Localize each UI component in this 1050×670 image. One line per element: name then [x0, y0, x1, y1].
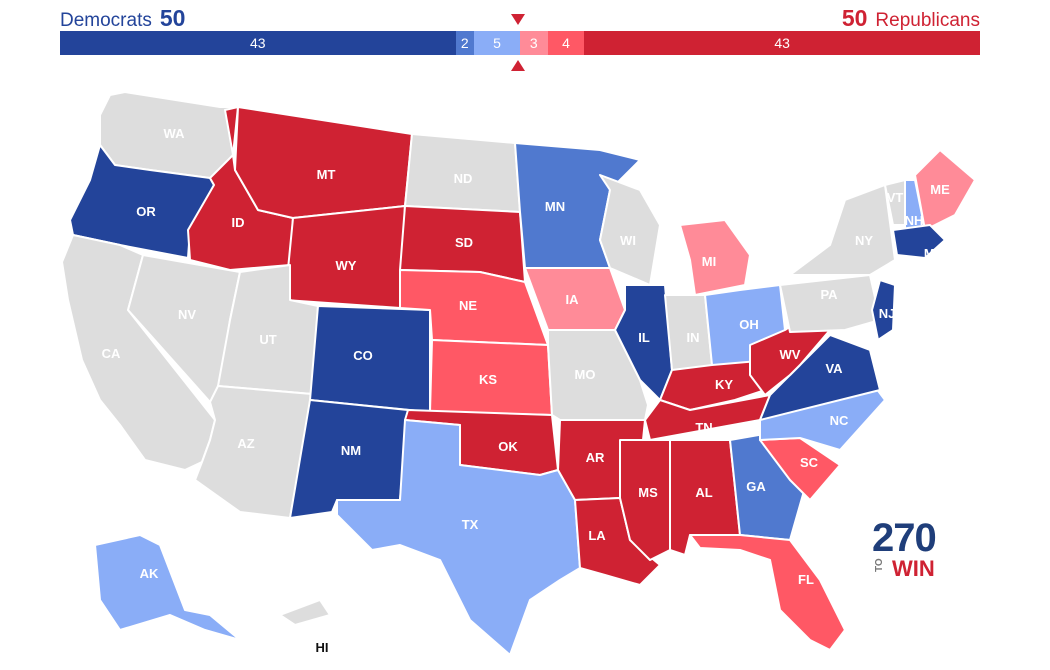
- state-label-nv: NV: [178, 307, 196, 322]
- state-label-id: ID: [232, 215, 245, 230]
- state-label-mi: MI: [702, 254, 716, 269]
- state-hi[interactable]: [279, 599, 331, 626]
- state-label-ny: NY: [855, 233, 873, 248]
- democrats-header: Democrats 50: [60, 5, 185, 32]
- majority-marker-bottom-icon: [511, 60, 525, 71]
- state-label-ia: IA: [566, 292, 580, 307]
- senate-balance-bar: 43 2 5 3 4 43: [60, 31, 980, 55]
- state-label-or: OR: [136, 204, 156, 219]
- state-ak[interactable]: [94, 534, 241, 641]
- state-label-hi: HI: [316, 640, 329, 655]
- state-label-nh: NH: [905, 213, 924, 228]
- state-ma[interactable]: [892, 224, 946, 259]
- state-pa[interactable]: [779, 274, 881, 333]
- state-label-il: IL: [638, 330, 650, 345]
- state-wi[interactable]: [599, 174, 661, 286]
- state-label-ne: NE: [459, 298, 477, 313]
- state-label-ut: UT: [259, 332, 276, 347]
- balance-segment-likely-r: 4: [547, 31, 585, 55]
- state-label-ok: OK: [498, 439, 518, 454]
- state-label-mt: MT: [317, 167, 336, 182]
- logo-number: 270: [872, 516, 937, 560]
- balance-segment-lean-d: 5: [473, 31, 520, 55]
- state-mt[interactable]: [234, 106, 413, 219]
- state-label-ky: KY: [715, 377, 733, 392]
- state-label-wa: WA: [164, 126, 186, 141]
- state-label-nm: NM: [341, 443, 361, 458]
- state-me[interactable]: [914, 149, 976, 231]
- majority-marker-top-icon: [511, 14, 525, 25]
- 270towin-logo: 270 TO WIN: [872, 518, 952, 588]
- state-label-sc: SC: [800, 455, 819, 470]
- republicans-label: Republicans: [875, 10, 980, 31]
- balance-segment-lean-r: 3: [519, 31, 548, 55]
- state-label-co: CO: [353, 348, 373, 363]
- state-label-me: ME: [930, 182, 950, 197]
- state-nj[interactable]: [871, 279, 896, 341]
- balance-segment-likely-d: 2: [455, 31, 474, 55]
- state-label-oh: OH: [739, 317, 759, 332]
- state-label-tn: TN: [695, 420, 712, 435]
- logo-to: TO: [874, 558, 885, 572]
- state-label-pa: PA: [820, 287, 838, 302]
- state-label-ma: MA: [924, 246, 945, 261]
- state-label-la: LA: [588, 528, 606, 543]
- state-label-tx: TX: [462, 517, 479, 532]
- state-label-ks: KS: [479, 372, 497, 387]
- state-fl[interactable]: [689, 534, 846, 651]
- state-tx[interactable]: [336, 419, 581, 656]
- balance-segment-safe-d: 43: [60, 31, 456, 55]
- state-wy[interactable]: [284, 205, 406, 309]
- democrats-label: Democrats: [60, 10, 152, 31]
- state-label-ms: MS: [638, 485, 658, 500]
- state-label-wi: WI: [620, 233, 636, 248]
- state-label-vt: VT: [887, 190, 904, 205]
- state-label-al: AL: [695, 485, 712, 500]
- state-label-wv: WV: [780, 347, 801, 362]
- state-label-mn: MN: [545, 199, 565, 214]
- state-label-nj: NJ: [879, 306, 896, 321]
- state-label-sd: SD: [455, 235, 473, 250]
- state-label-mo: MO: [575, 367, 596, 382]
- logo-win: WIN: [892, 556, 935, 581]
- state-label-ar: AR: [586, 450, 605, 465]
- state-label-az: AZ: [237, 436, 254, 451]
- state-mi[interactable]: [679, 219, 751, 296]
- state-label-wy: WY: [336, 258, 357, 273]
- state-label-ca: CA: [102, 346, 121, 361]
- democrats-total: 50: [159, 5, 186, 31]
- state-label-in: IN: [687, 330, 700, 345]
- state-label-nd: ND: [454, 171, 473, 186]
- state-label-fl: FL: [798, 572, 814, 587]
- state-label-nc: NC: [830, 413, 849, 428]
- republicans-total: 50: [841, 5, 868, 31]
- state-label-va: VA: [825, 361, 843, 376]
- state-label-ga: GA: [746, 479, 766, 494]
- state-label-ak: AK: [140, 566, 159, 581]
- state-ny[interactable]: [789, 184, 896, 276]
- republicans-header: 50 Republicans: [842, 5, 980, 32]
- balance-segment-safe-r: 43: [584, 31, 980, 55]
